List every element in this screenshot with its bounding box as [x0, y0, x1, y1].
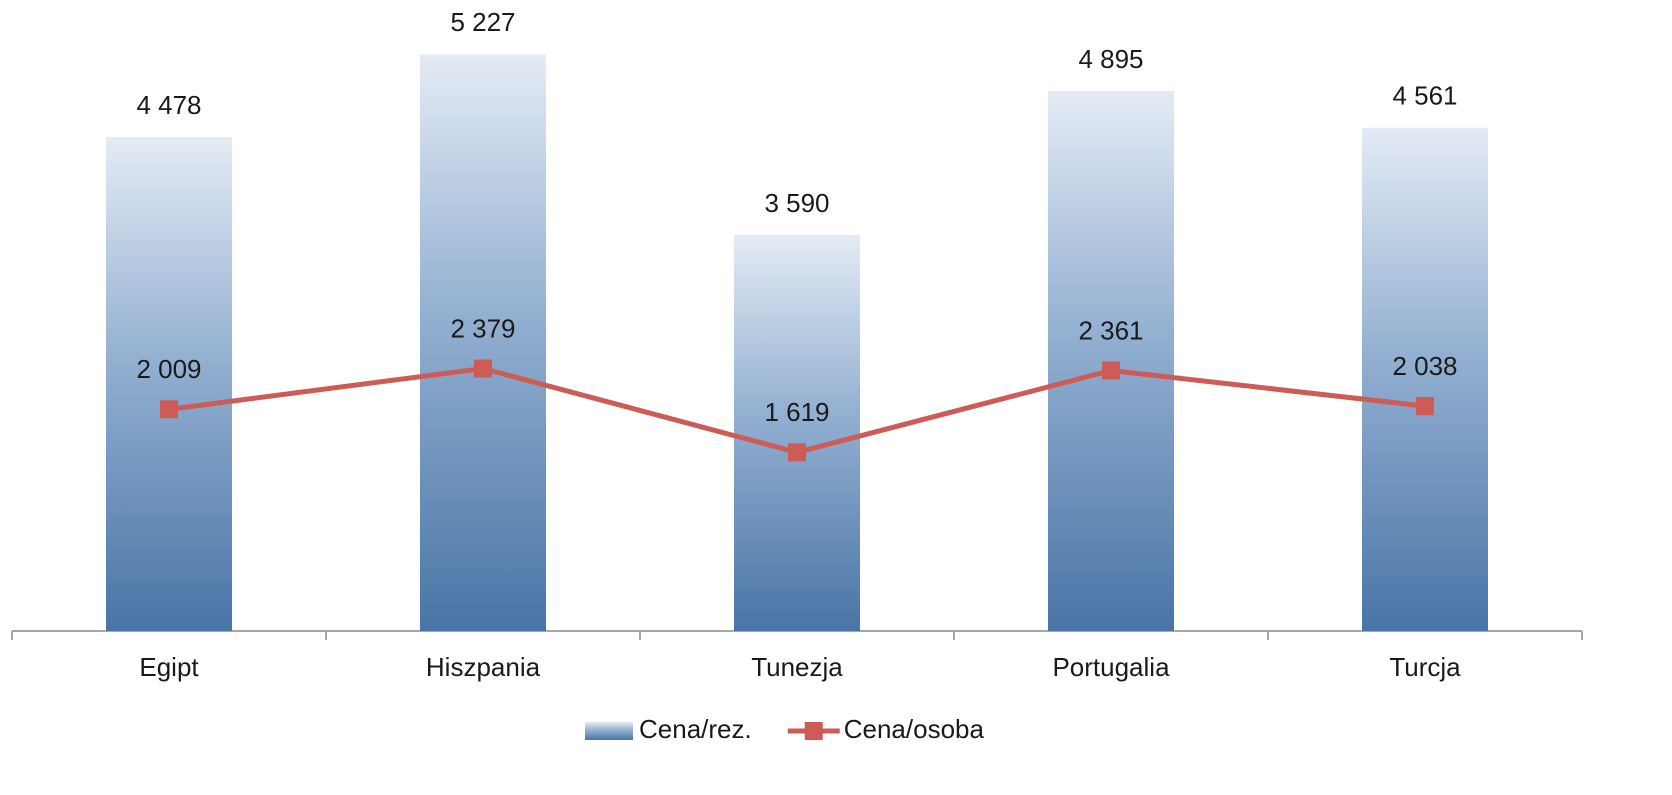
bar: [1048, 90, 1174, 631]
x-tick-label: Turcja: [1389, 652, 1461, 682]
bar-value-label: 5 227: [450, 7, 515, 37]
bar-value-label: 4 561: [1392, 81, 1457, 111]
legend-marker: [804, 722, 823, 740]
x-tick-label: Egipt: [139, 652, 199, 682]
x-tick-label: Tunezja: [751, 652, 843, 682]
legend-label: Cena/rez.: [639, 714, 752, 744]
line-marker: [160, 400, 178, 419]
line-value-label: 1 619: [764, 397, 829, 427]
line-marker: [474, 359, 492, 378]
legend-swatch: [585, 722, 633, 740]
line-marker: [788, 443, 806, 462]
line-value-label: 2 361: [1078, 315, 1143, 345]
x-tick-label: Hiszpania: [426, 652, 541, 682]
line-value-label: 2 038: [1392, 351, 1457, 381]
bar: [106, 136, 232, 631]
bar-value-label: 4 895: [1078, 44, 1143, 74]
line-marker: [1102, 361, 1120, 380]
legend-label: Cena/osoba: [844, 714, 985, 744]
bar: [734, 234, 860, 632]
line-value-label: 2 009: [136, 354, 201, 384]
line-marker: [1416, 397, 1434, 416]
bar: [420, 54, 546, 632]
line-value-label: 2 379: [450, 313, 515, 343]
bar: [1362, 127, 1488, 632]
bar-value-label: 4 478: [136, 90, 201, 120]
bar-value-label: 3 590: [764, 188, 829, 218]
x-tick-label: Portugalia: [1052, 652, 1170, 682]
